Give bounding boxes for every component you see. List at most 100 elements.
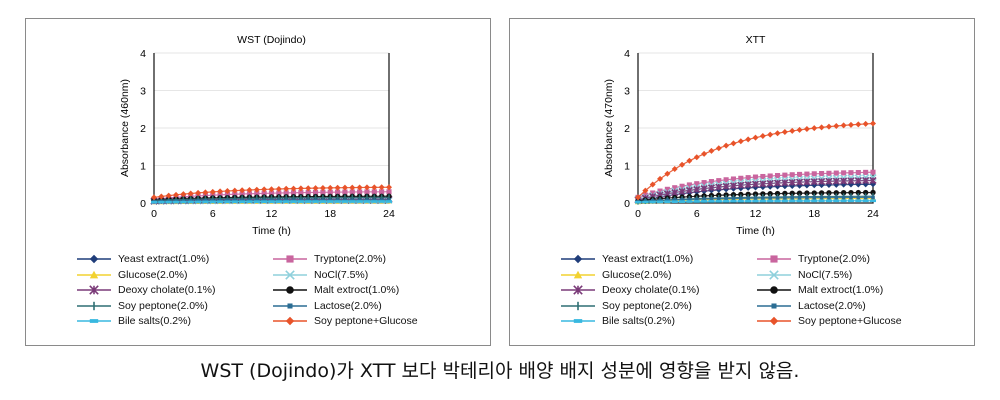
data-point bbox=[239, 187, 246, 194]
data-point bbox=[708, 199, 715, 203]
data-point bbox=[246, 186, 253, 193]
data-point bbox=[767, 131, 774, 138]
legend-item: NoCl(7.5%) bbox=[756, 267, 852, 283]
data-point bbox=[290, 190, 297, 196]
data-point bbox=[848, 170, 854, 176]
data-point bbox=[810, 178, 818, 186]
data-point bbox=[708, 147, 715, 154]
data-point bbox=[811, 190, 817, 196]
data-point bbox=[319, 185, 326, 192]
data-point bbox=[335, 198, 340, 202]
data-point bbox=[357, 189, 363, 195]
data-point bbox=[737, 199, 744, 203]
data-point bbox=[349, 184, 356, 191]
legend-marker bbox=[573, 285, 583, 295]
data-point bbox=[658, 198, 662, 203]
data-point bbox=[774, 130, 781, 137]
data-point bbox=[305, 189, 311, 196]
chart-panel-wst: WST (Dojindo) 0 1 2 3 4 0 6 12 18 24 Time (h) Absorb… bbox=[25, 18, 491, 346]
legend-label: Soy peptone+Glucose bbox=[314, 315, 418, 327]
data-point bbox=[165, 192, 172, 199]
data-point bbox=[716, 178, 722, 184]
legend-label: Yeast extract(1.0%) bbox=[118, 253, 210, 265]
data-point bbox=[738, 191, 744, 198]
y-tick-label: 4 bbox=[624, 48, 630, 60]
data-point bbox=[745, 191, 751, 197]
data-point bbox=[694, 197, 699, 202]
data-point bbox=[327, 184, 334, 191]
data-point bbox=[151, 200, 157, 204]
data-point bbox=[731, 196, 736, 201]
data-point bbox=[796, 126, 803, 133]
data-point bbox=[767, 199, 774, 203]
data-point bbox=[730, 176, 737, 182]
y-tick-label: 0 bbox=[140, 198, 146, 210]
data-point bbox=[231, 187, 238, 194]
legend-swatch bbox=[273, 302, 307, 309]
legend-label: Deoxy cholate(0.1%) bbox=[118, 284, 216, 296]
data-point bbox=[759, 180, 767, 188]
data-point bbox=[744, 181, 752, 189]
legend-item: Tryptone(2.0%) bbox=[756, 251, 870, 267]
series-lactose-2-0- bbox=[636, 195, 875, 204]
data-point bbox=[781, 129, 788, 136]
data-point bbox=[870, 189, 876, 196]
y-tick-label: 1 bbox=[624, 161, 630, 173]
legend-wst: Yeast extract(1.0%) Tryptone(2.0%) Glucose… bbox=[76, 251, 496, 331]
data-point bbox=[678, 187, 686, 195]
legend-swatch bbox=[273, 316, 307, 326]
legend-marker bbox=[89, 319, 99, 323]
data-point bbox=[283, 200, 290, 203]
legend-marker bbox=[573, 319, 583, 323]
data-point bbox=[840, 199, 847, 203]
data-point bbox=[349, 189, 355, 195]
legend-item: Lactose(2.0%) bbox=[272, 298, 382, 314]
legend-swatch bbox=[561, 254, 595, 264]
data-point bbox=[701, 150, 708, 157]
legend-swatch bbox=[77, 301, 111, 310]
legend-item: NoCl(7.5%) bbox=[272, 267, 368, 283]
legend-item: Glucose(2.0%) bbox=[76, 267, 187, 283]
data-point bbox=[299, 198, 303, 202]
data-point bbox=[364, 189, 370, 195]
legend-label: Bile salts(0.2%) bbox=[602, 315, 675, 327]
legend-item: Yeast extract(1.0%) bbox=[560, 251, 693, 267]
legend-label: Malt extroct(1.0%) bbox=[314, 284, 400, 296]
series-deoxy-cholate-0-1- bbox=[634, 176, 877, 204]
data-point bbox=[379, 198, 384, 202]
data-point bbox=[781, 199, 788, 203]
data-point bbox=[232, 191, 238, 197]
data-point bbox=[745, 136, 752, 143]
data-point bbox=[803, 125, 810, 132]
legend-item: Lactose(2.0%) bbox=[756, 298, 866, 314]
legend-label: Soy peptone(2.0%) bbox=[602, 299, 692, 312]
data-point bbox=[313, 189, 319, 195]
legend-marker bbox=[769, 269, 779, 280]
legend-marker bbox=[285, 316, 295, 326]
data-point bbox=[290, 200, 297, 203]
data-point bbox=[679, 183, 685, 189]
data-point bbox=[657, 200, 664, 204]
data-point bbox=[341, 184, 348, 191]
legend-marker bbox=[770, 286, 778, 294]
data-point bbox=[209, 200, 216, 204]
data-point bbox=[862, 120, 869, 127]
legend-label: Glucose(2.0%) bbox=[602, 268, 672, 281]
data-point bbox=[707, 184, 716, 192]
data-point bbox=[790, 195, 795, 200]
data-point bbox=[686, 200, 693, 203]
legend-marker bbox=[286, 255, 294, 263]
data-point bbox=[774, 199, 781, 203]
legend-marker bbox=[573, 270, 583, 278]
legend-label: Tryptone(2.0%) bbox=[798, 253, 870, 265]
data-point bbox=[759, 133, 766, 140]
legend-item: Soy peptone+Glucose bbox=[272, 313, 418, 329]
data-point bbox=[781, 179, 789, 187]
data-point bbox=[312, 185, 319, 192]
data-point bbox=[334, 200, 341, 203]
data-point bbox=[372, 198, 377, 202]
data-point bbox=[305, 185, 312, 192]
data-point bbox=[789, 127, 796, 134]
legend-label: Bile salts(0.2%) bbox=[118, 315, 191, 327]
